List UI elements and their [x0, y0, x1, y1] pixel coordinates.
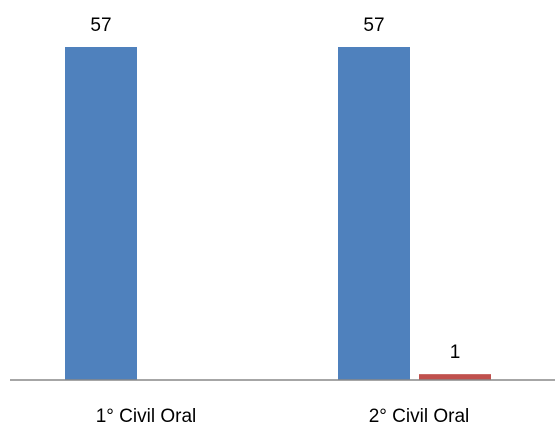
data-labels-group: 57 57 1: [90, 15, 460, 363]
bars-group: [65, 47, 491, 380]
x-tick-label-1: 1° Civil Oral: [96, 406, 197, 427]
bar-series1-cat1: [65, 47, 137, 380]
x-tick-labels-group: 1° Civil Oral 2° Civil Oral: [96, 406, 470, 427]
data-label-series1-cat2: 57: [363, 15, 384, 36]
data-label-series1-cat1: 57: [90, 15, 111, 36]
bar-series2-cat2: [419, 374, 491, 380]
data-label-series2-cat2: 1: [450, 342, 461, 363]
x-tick-label-2: 2° Civil Oral: [369, 406, 470, 427]
bar-series1-cat2: [338, 47, 410, 380]
